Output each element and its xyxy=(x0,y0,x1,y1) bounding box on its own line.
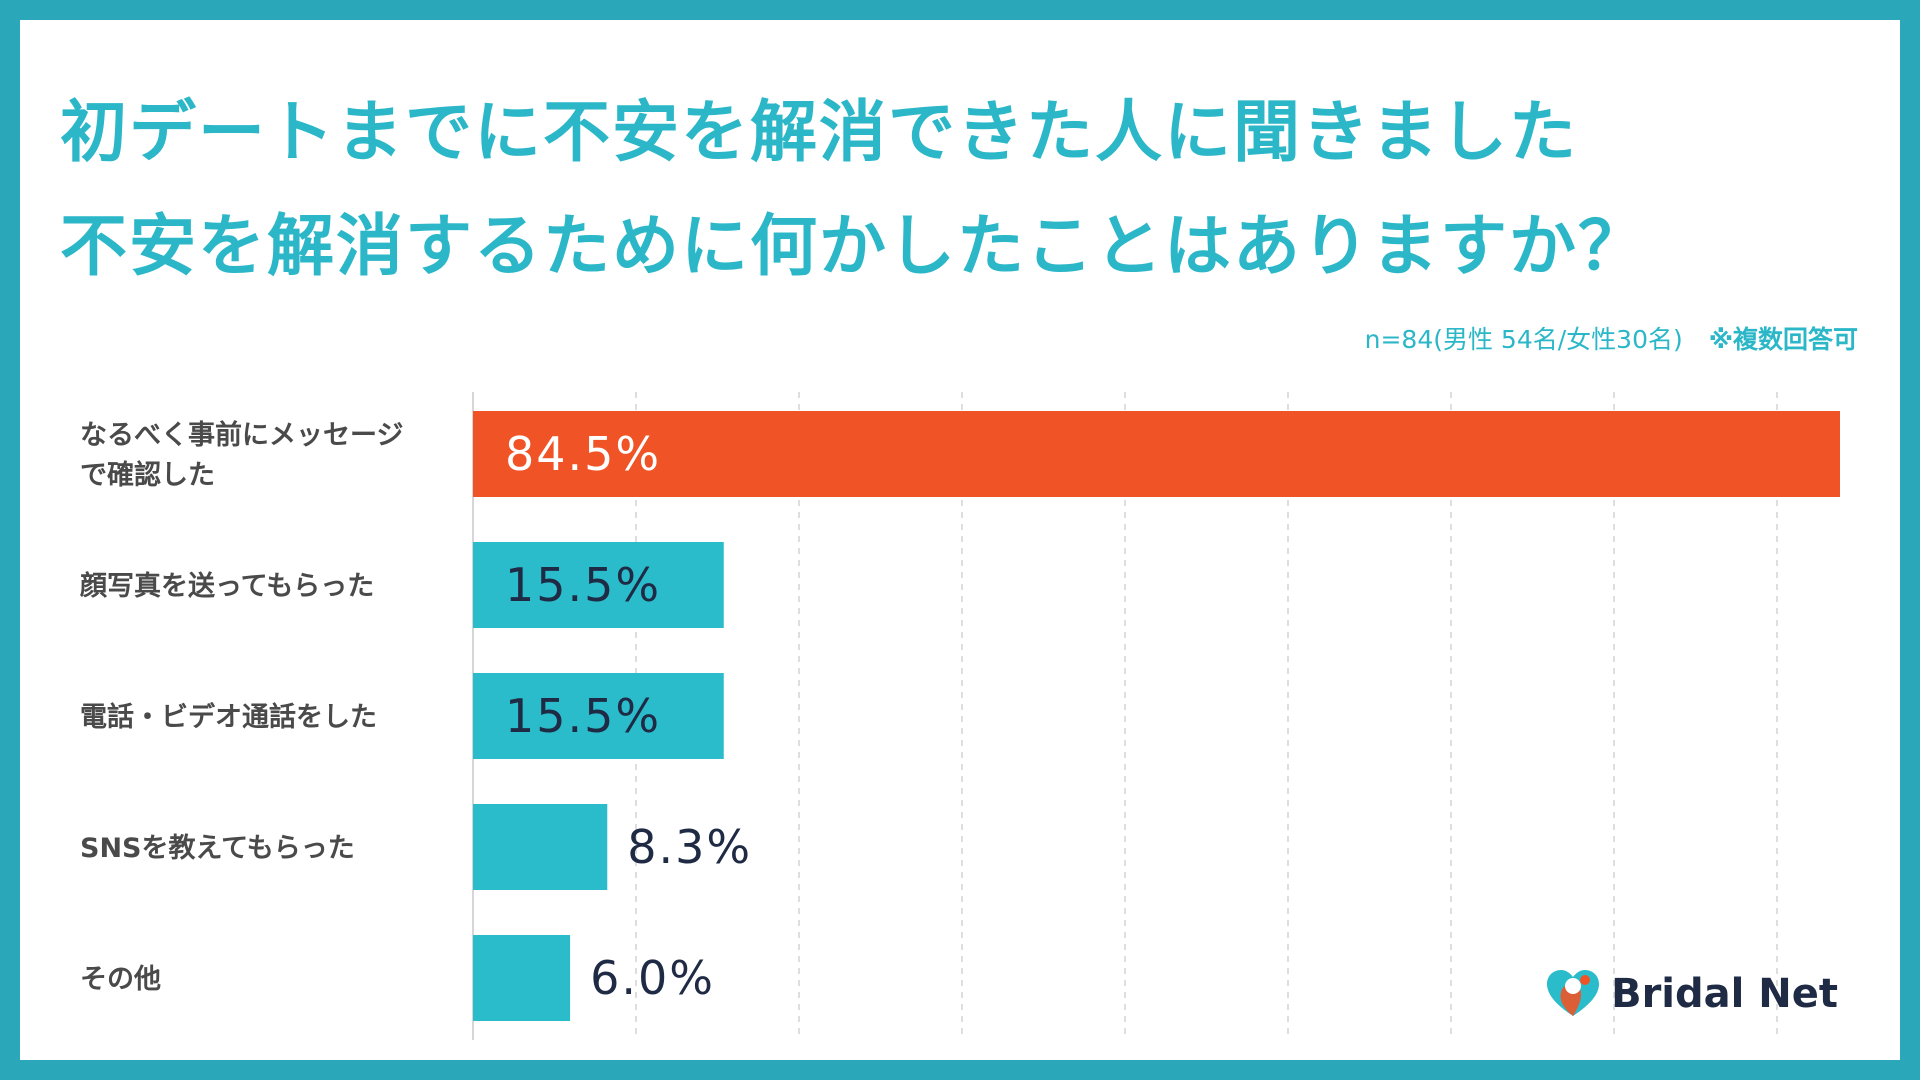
category-label: 顔写真を送ってもらった xyxy=(79,571,374,602)
bars xyxy=(473,411,1840,1021)
value-label: 15.5% xyxy=(505,558,661,612)
category-label: で確認した xyxy=(80,459,215,491)
value-label: 84.5% xyxy=(505,427,661,481)
bar xyxy=(473,673,724,759)
multiple-answer-note: ※複数回答可 xyxy=(1708,325,1858,354)
value-label: 6.0% xyxy=(590,951,715,1005)
chart-panel xyxy=(20,20,1900,1060)
chart-title-line-1: 初デートまでに不安を解消できた人に聞きました xyxy=(60,93,1578,171)
bar xyxy=(473,411,1840,497)
category-label: その他 xyxy=(80,964,161,995)
category-label: SNSを教えてもらった xyxy=(80,833,355,864)
value-label: 15.5% xyxy=(505,689,661,743)
value-label: 8.3% xyxy=(627,820,752,874)
category-label: 電話・ビデオ通話をした xyxy=(80,701,377,733)
sample-note: n=84(男性 54名/女性30名) ※複数回答可 xyxy=(1365,320,1858,356)
bar xyxy=(473,542,724,628)
chart-title-line-2: 不安を解消するために何かしたことはありますか？ xyxy=(60,207,1647,285)
value-labels: 84.5% 15.5% 15.5% 8.3% 6.0% xyxy=(505,427,752,1005)
heart-logo-icon xyxy=(1547,970,1600,1016)
category-label: なるべく事前にメッセージ xyxy=(80,419,403,451)
brand-logo: Bridal Net xyxy=(1545,968,1838,1020)
bar xyxy=(473,804,608,890)
brand-name: Bridal Net xyxy=(1611,971,1838,1017)
sample-size-text: n=84(男性 54名/女性30名) xyxy=(1364,325,1683,354)
bar xyxy=(473,935,571,1021)
